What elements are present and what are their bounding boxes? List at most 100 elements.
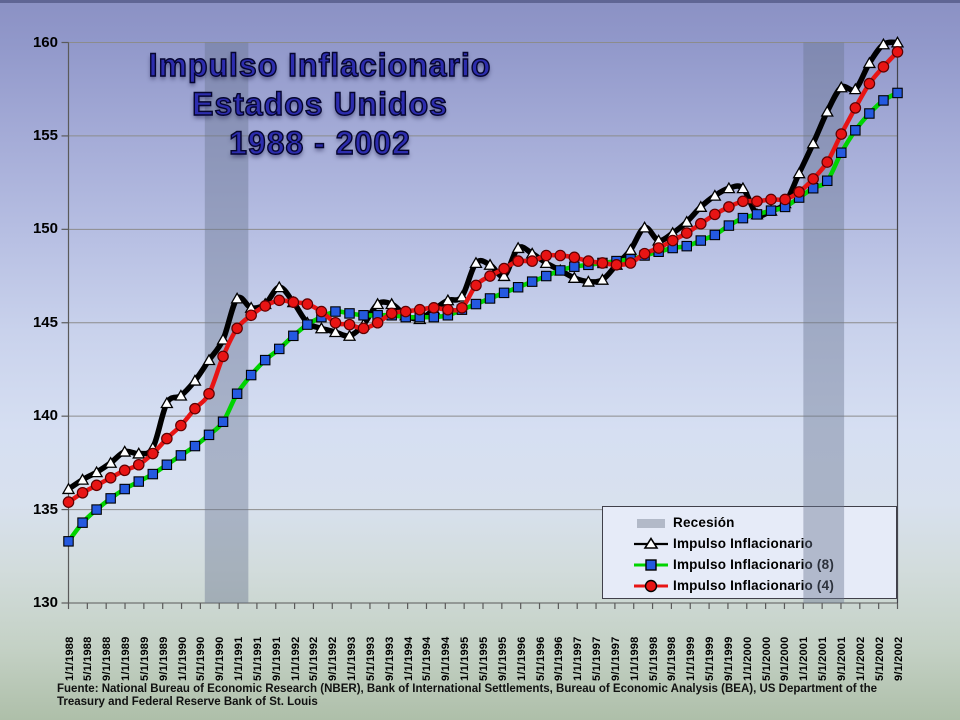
data-point-triangle [216, 333, 230, 345]
data-point-triangle [764, 204, 778, 216]
x-axis-label: 5/1/1988 [82, 636, 95, 681]
data-point-square [400, 311, 411, 323]
data-point-square [821, 175, 833, 187]
data-point-square [878, 95, 889, 106]
data-point-circle [723, 201, 735, 213]
data-point-circle [652, 242, 665, 254]
data-point-circle [456, 302, 468, 314]
data-point-circle [807, 173, 819, 185]
data-point-circle [751, 195, 763, 208]
data-point-triangle [567, 271, 581, 283]
x-axis-label: 5/1/1991 [251, 636, 264, 681]
data-point-square [526, 276, 538, 287]
x-axis-label: 9/1/2001 [835, 636, 848, 681]
x-axis-label: 1/1/1999 [685, 636, 698, 681]
data-point-triangle [890, 35, 905, 48]
data-point-triangle [61, 482, 76, 495]
data-point-square [358, 310, 369, 321]
y-axis-label: 160 [32, 33, 58, 51]
series-line [66, 90, 900, 544]
data-point-circle [189, 402, 201, 415]
data-point-circle [259, 300, 272, 312]
x-axis-label: 9/1/2000 [779, 636, 792, 681]
data-point-square [442, 310, 454, 321]
data-point-triangle [300, 316, 314, 328]
footer-line-1: Fuente: National Bureau of Economic Rese… [57, 683, 878, 695]
data-point-triangle [455, 290, 469, 302]
x-axis-label: 5/1/1996 [534, 636, 547, 681]
data-point-circle [442, 303, 454, 316]
data-point-triangle [413, 312, 427, 325]
data-point-square [119, 483, 130, 495]
y-axis-label: 140 [32, 407, 58, 425]
data-point-circle [694, 217, 707, 230]
data-point-triangle [736, 181, 750, 194]
data-point-circle [568, 251, 581, 264]
footer-line-2: Treasury and Federal Reserve Bank of St.… [57, 696, 318, 708]
data-point-square [864, 108, 875, 119]
title-line-3: 1988 - 2002 [228, 124, 411, 161]
data-point-circle [62, 496, 75, 508]
legend-label: Impulso Inflacionario [673, 536, 813, 551]
x-axis-label: 9/1/1992 [327, 636, 340, 681]
x-axis-label: 5/1/1995 [478, 636, 490, 681]
data-point-triangle [666, 226, 680, 239]
data-point-triangle [385, 297, 399, 310]
data-point-circle [526, 255, 538, 267]
data-point-triangle [89, 465, 104, 478]
x-axis-label: 1/1/1996 [515, 636, 528, 681]
x-axis-label: 1/1/1990 [176, 636, 189, 681]
data-point-circle [217, 350, 229, 363]
legend: Recesión Impulso Inflacionario Impulso I… [602, 506, 897, 599]
y-axis-label: 150 [32, 220, 58, 238]
data-point-circle [428, 302, 440, 314]
data-point-square [807, 182, 819, 194]
data-point-circle [638, 247, 651, 260]
x-axis-label: 5/1/1997 [591, 636, 604, 681]
data-point-circle [301, 298, 314, 310]
data-point-triangle [272, 280, 286, 293]
data-point-triangle [834, 80, 848, 93]
x-axis-label: 1/1/1993 [346, 636, 359, 681]
data-point-square [231, 388, 243, 399]
data-point-triangle [848, 82, 862, 95]
data-point-circle [161, 432, 173, 445]
data-point-circle [385, 307, 398, 320]
x-axis-label: 5/1/2002 [873, 636, 886, 681]
data-point-square [372, 310, 383, 321]
data-point-triangle [862, 56, 877, 69]
y-axis-label: 135 [32, 500, 58, 518]
data-point-square [288, 330, 299, 342]
series-square [63, 87, 903, 547]
data-point-triangle [553, 263, 567, 276]
data-point-square [386, 310, 397, 321]
data-point-triangle [525, 247, 539, 259]
data-point-square [569, 261, 580, 272]
data-point-triangle [230, 291, 244, 304]
data-point-square [484, 293, 496, 304]
data-point-triangle [511, 241, 525, 254]
x-axis-label: 9/1/2002 [892, 636, 905, 681]
data-point-circle [610, 259, 623, 271]
data-point-circle [779, 193, 791, 206]
data-point-triangle [75, 473, 90, 485]
data-point-triangle [286, 295, 300, 308]
x-axis-label: 5/1/1993 [364, 636, 377, 681]
data-point-triangle [356, 318, 371, 330]
data-point-triangle [708, 189, 722, 201]
data-point-triangle [680, 215, 694, 227]
x-axis-label: 1/1/1992 [289, 636, 302, 681]
data-point-triangle [497, 269, 511, 282]
data-point-triangle [328, 325, 343, 338]
data-point-square [147, 468, 159, 480]
data-point-square [414, 311, 426, 323]
recession-band-swatch-icon [637, 518, 665, 528]
data-point-square [203, 429, 215, 441]
data-point-circle [540, 249, 553, 262]
data-point-triangle [806, 136, 820, 149]
data-point-circle [147, 447, 159, 460]
data-point-square [274, 343, 285, 355]
data-point-square [625, 253, 636, 265]
data-point-circle [582, 255, 595, 267]
